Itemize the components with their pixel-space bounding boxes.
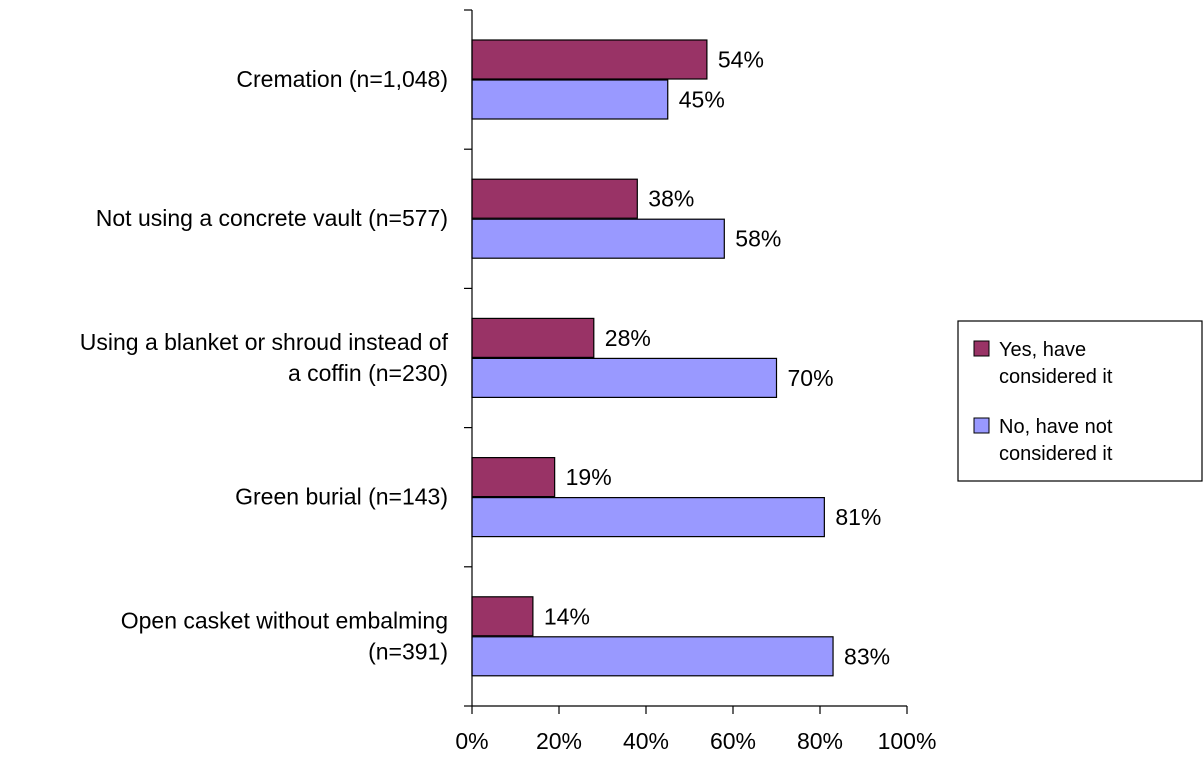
data-label-no-2: 70% [788, 365, 834, 391]
legend-swatch-no [973, 417, 990, 434]
data-label-yes-3: 19% [566, 464, 612, 490]
category-label-3: Green burial (n=143) [235, 484, 448, 510]
legend-label-no-line-1: considered it [999, 443, 1113, 465]
legend-box [957, 320, 1203, 482]
data-label-no-3: 81% [835, 504, 881, 530]
category-label-1: Not using a concrete vault (n=577) [96, 205, 448, 231]
bar-yes-2 [471, 317, 595, 358]
data-label-yes-2: 28% [605, 325, 651, 351]
bar-no-1 [471, 218, 725, 259]
legend-label-yes-line-1: considered it [999, 366, 1113, 388]
x-tick-label-5: 100% [878, 728, 937, 754]
x-tick-label-2: 40% [623, 728, 669, 754]
data-label-no-1: 58% [735, 226, 781, 252]
bar-no-0 [471, 79, 669, 120]
bar-yes-4 [471, 596, 534, 637]
x-tick-label-0: 0% [455, 728, 488, 754]
bar-yes-0 [471, 39, 708, 80]
category-label-4-line-0: Open casket without embalming [121, 607, 448, 633]
legend-label-no-line-0: No, have not [999, 416, 1113, 438]
x-tick-label-3: 60% [710, 728, 756, 754]
legend-label-yes-line-0: Yes, have [999, 339, 1086, 361]
category-label-2-line-1: a coffin (n=230) [288, 360, 448, 386]
data-label-yes-0: 54% [718, 47, 764, 73]
category-label-4-line-1: (n=391) [368, 638, 448, 664]
bar-yes-3 [471, 457, 556, 498]
data-label-no-0: 45% [679, 87, 725, 113]
bar-no-3 [471, 497, 825, 538]
x-tick-label-4: 80% [797, 728, 843, 754]
bar-yes-1 [471, 178, 638, 219]
category-label-2-line-0: Using a blanket or shroud instead of [80, 329, 449, 355]
data-label-yes-1: 38% [648, 186, 694, 212]
bar-no-4 [471, 636, 834, 677]
legend-swatch-yes [973, 340, 990, 357]
bar-no-2 [471, 357, 778, 398]
category-label-0: Cremation (n=1,048) [236, 66, 448, 92]
data-label-no-4: 83% [844, 643, 890, 669]
x-tick-label-1: 20% [536, 728, 582, 754]
data-label-yes-4: 14% [544, 603, 590, 629]
